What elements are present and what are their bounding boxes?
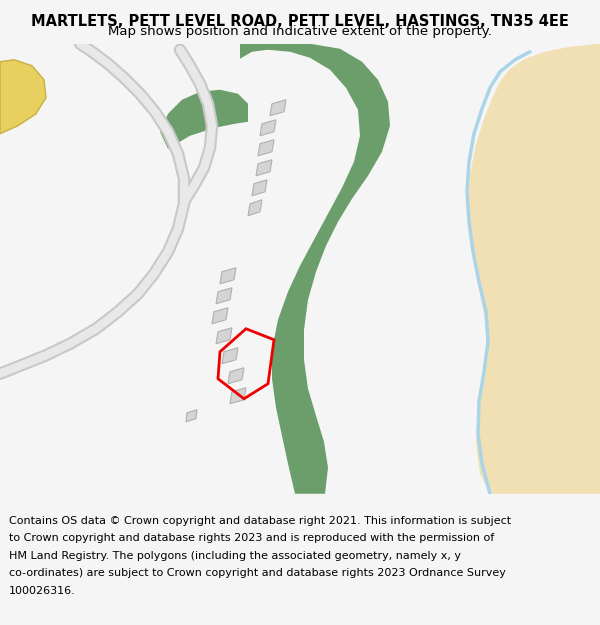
Polygon shape <box>260 120 276 136</box>
Polygon shape <box>216 288 232 304</box>
Polygon shape <box>256 160 272 176</box>
Polygon shape <box>220 268 236 284</box>
Polygon shape <box>222 348 238 364</box>
Polygon shape <box>248 200 262 216</box>
Text: HM Land Registry. The polygons (including the associated geometry, namely x, y: HM Land Registry. The polygons (includin… <box>9 551 461 561</box>
Text: MARTLETS, PETT LEVEL ROAD, PETT LEVEL, HASTINGS, TN35 4EE: MARTLETS, PETT LEVEL ROAD, PETT LEVEL, H… <box>31 14 569 29</box>
Polygon shape <box>160 90 248 149</box>
Polygon shape <box>270 100 286 116</box>
Polygon shape <box>228 368 244 384</box>
Polygon shape <box>212 308 228 324</box>
Text: Contains OS data © Crown copyright and database right 2021. This information is : Contains OS data © Crown copyright and d… <box>9 516 511 526</box>
Polygon shape <box>252 180 267 196</box>
Polygon shape <box>0 60 46 134</box>
Text: 100026316.: 100026316. <box>9 586 76 596</box>
Polygon shape <box>468 44 600 494</box>
Polygon shape <box>216 328 232 344</box>
Polygon shape <box>230 388 246 404</box>
Text: co-ordinates) are subject to Crown copyright and database rights 2023 Ordnance S: co-ordinates) are subject to Crown copyr… <box>9 568 506 578</box>
Polygon shape <box>258 140 274 156</box>
Text: to Crown copyright and database rights 2023 and is reproduced with the permissio: to Crown copyright and database rights 2… <box>9 533 494 543</box>
Polygon shape <box>240 44 390 494</box>
Text: Map shows position and indicative extent of the property.: Map shows position and indicative extent… <box>108 25 492 38</box>
Polygon shape <box>186 410 197 422</box>
